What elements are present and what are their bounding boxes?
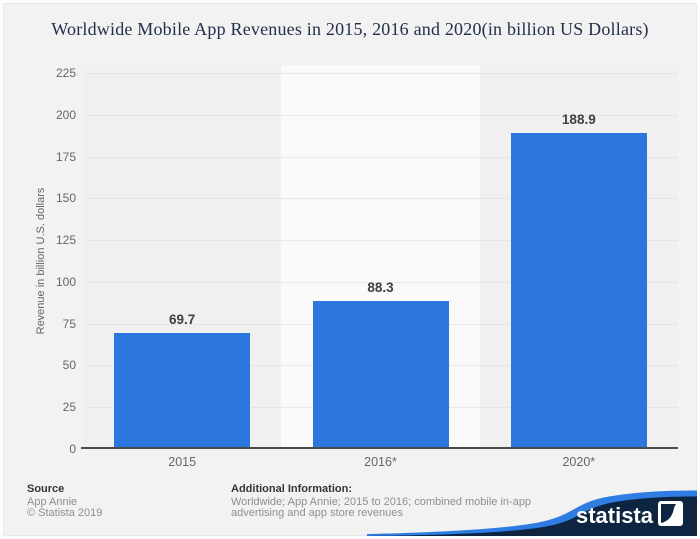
y-tick-label: 175 [55, 149, 76, 164]
additional-info-label: Additional Information: [231, 483, 352, 495]
y-axis-title: Revenue in billion U.S. dollars [35, 187, 47, 335]
x-axis-line [81, 447, 678, 449]
x-tick-label: 2016* [364, 455, 397, 469]
statista-logo-icon [658, 501, 683, 526]
gridline [89, 114, 678, 116]
gridline [89, 281, 678, 283]
additional-info-line: Worldwide; App Annie; 2015 to 2016; comb… [231, 495, 532, 508]
source-line: App Annie [27, 495, 78, 508]
bar-value-label: 69.7 [169, 311, 196, 327]
bar [510, 133, 647, 449]
y-tick-label: 50 [62, 358, 76, 373]
x-tick-label: 2020* [562, 455, 596, 469]
statista-logo: statista [367, 490, 697, 536]
y-tick-label: 25 [62, 400, 76, 415]
gridline [89, 73, 678, 74]
x-tick-label: 2015 [168, 455, 197, 469]
additional-info-block: Additional Information: Worldwide; App A… [231, 483, 532, 520]
gridline [89, 240, 678, 242]
bar-value-label: 188.9 [561, 112, 596, 128]
statista-wordmark: statista [576, 503, 654, 528]
gridline [89, 156, 678, 158]
source-label: Source [27, 483, 65, 495]
bar [114, 332, 251, 449]
y-tick-label: 0 [69, 442, 76, 456]
logo-swoosh-body [367, 496, 697, 536]
bar-value-label: 88.3 [367, 280, 394, 296]
y-tick-label: 150 [55, 191, 76, 206]
y-tick-label: 200 [55, 107, 76, 122]
source-block: Source App Annie © Statista 2019 [27, 483, 103, 520]
copyright-line: © Statista 2019 [27, 507, 103, 519]
y-tick-label: 225 [55, 66, 76, 80]
y-tick-label: 125 [55, 233, 76, 248]
chart-title: Worldwide Mobile App Revenues in 2015, 2… [51, 19, 649, 39]
bar [312, 301, 449, 449]
y-tick-label: 100 [55, 274, 76, 289]
additional-info-line: advertising and app store revenues [231, 507, 403, 519]
gridline [89, 198, 678, 200]
y-tick-label: 75 [62, 316, 76, 331]
